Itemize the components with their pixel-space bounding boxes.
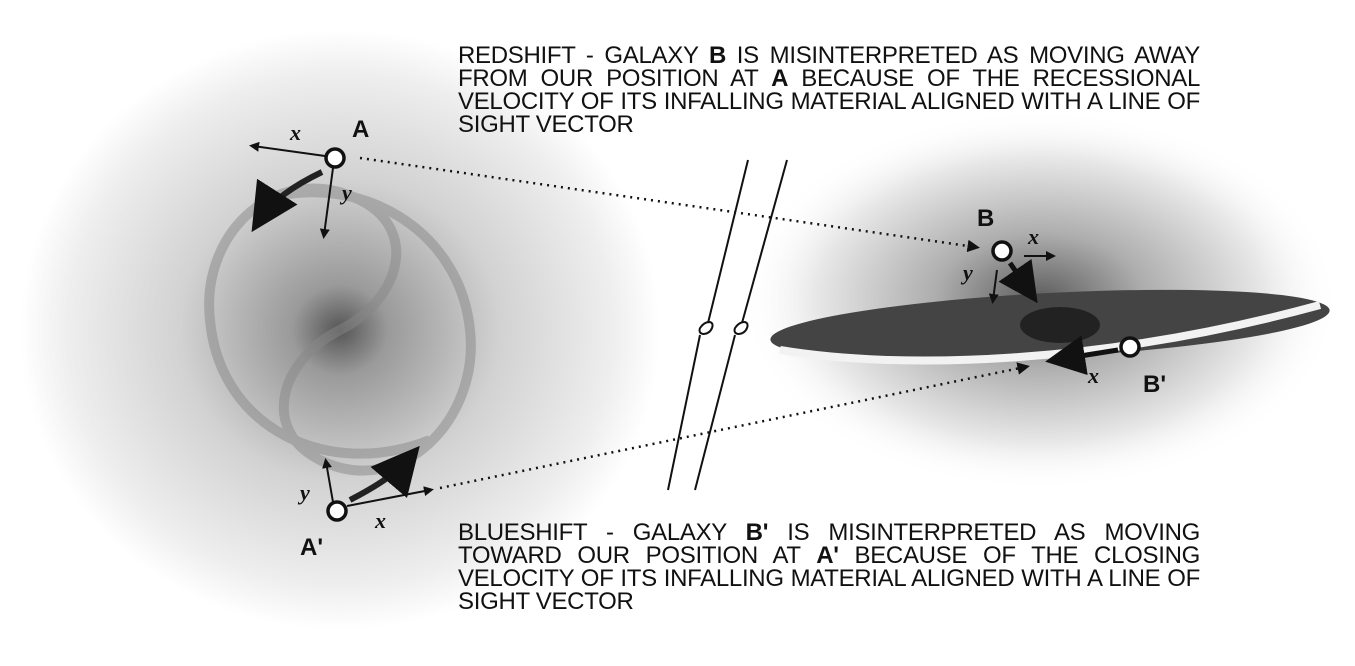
axis-label: x [289, 120, 301, 145]
axis-label: x [1027, 224, 1039, 249]
point-label: B' [1143, 371, 1166, 398]
blueshift-caption: BLUESHIFT - GALAXY B' IS MISINTERPRETED … [458, 521, 1200, 613]
page: {"redshift": {"segments": ["REDSHIFT - G… [0, 0, 1355, 666]
redshift-caption: REDSHIFT - GALAXY B IS MISINTERPRETED AS… [458, 44, 1200, 136]
point-label: B [977, 205, 994, 232]
point-label: A [352, 116, 369, 143]
axis-label: x [1087, 363, 1099, 388]
point-label: A' [300, 534, 323, 561]
axis-label: x [374, 508, 386, 533]
galaxy-core [1020, 307, 1100, 343]
